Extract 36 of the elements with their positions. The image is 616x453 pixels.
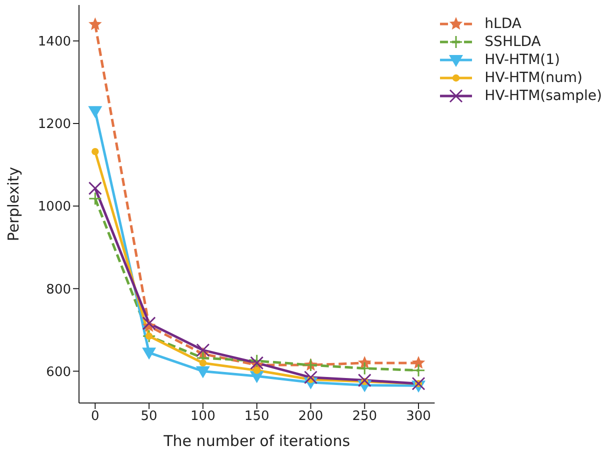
x-tick-label: 100 xyxy=(190,409,216,424)
legend-label: HV-HTM(1) xyxy=(484,52,560,68)
x-tick-label: 200 xyxy=(298,409,324,424)
point xyxy=(304,370,318,384)
point xyxy=(142,316,156,330)
point xyxy=(92,148,99,156)
x-tick-label: 150 xyxy=(244,409,270,424)
point xyxy=(142,348,156,360)
x-tick-label: 50 xyxy=(140,409,158,424)
x-tick-label: 0 xyxy=(91,409,100,424)
point xyxy=(88,17,102,30)
legend-label: hLDA xyxy=(484,16,522,32)
x-tick-label: 300 xyxy=(406,409,431,424)
point xyxy=(196,343,210,357)
point xyxy=(199,359,207,367)
point xyxy=(412,364,426,378)
legend-label: HV-HTM(num) xyxy=(484,70,582,86)
point xyxy=(358,374,372,388)
y-tick-label: 1400 xyxy=(38,34,71,50)
point xyxy=(88,182,102,196)
y-tick-label: 1200 xyxy=(38,117,71,132)
point xyxy=(412,376,426,390)
legend-label: SSHLDA xyxy=(484,34,541,50)
x-axis-title: The number of iterations xyxy=(162,432,350,450)
point xyxy=(145,332,153,340)
x-tick-label: 250 xyxy=(352,409,378,424)
point xyxy=(412,356,426,369)
y-axis-title: Perplexity xyxy=(4,166,22,242)
point xyxy=(253,366,260,374)
point xyxy=(88,106,102,118)
point xyxy=(196,366,210,378)
y-tick-label: 800 xyxy=(46,282,71,298)
y-tick-label: 1000 xyxy=(38,200,71,215)
point xyxy=(88,192,102,206)
y-tick-label: 600 xyxy=(46,364,71,380)
legend-label: HV-HTM(sample) xyxy=(484,88,602,104)
